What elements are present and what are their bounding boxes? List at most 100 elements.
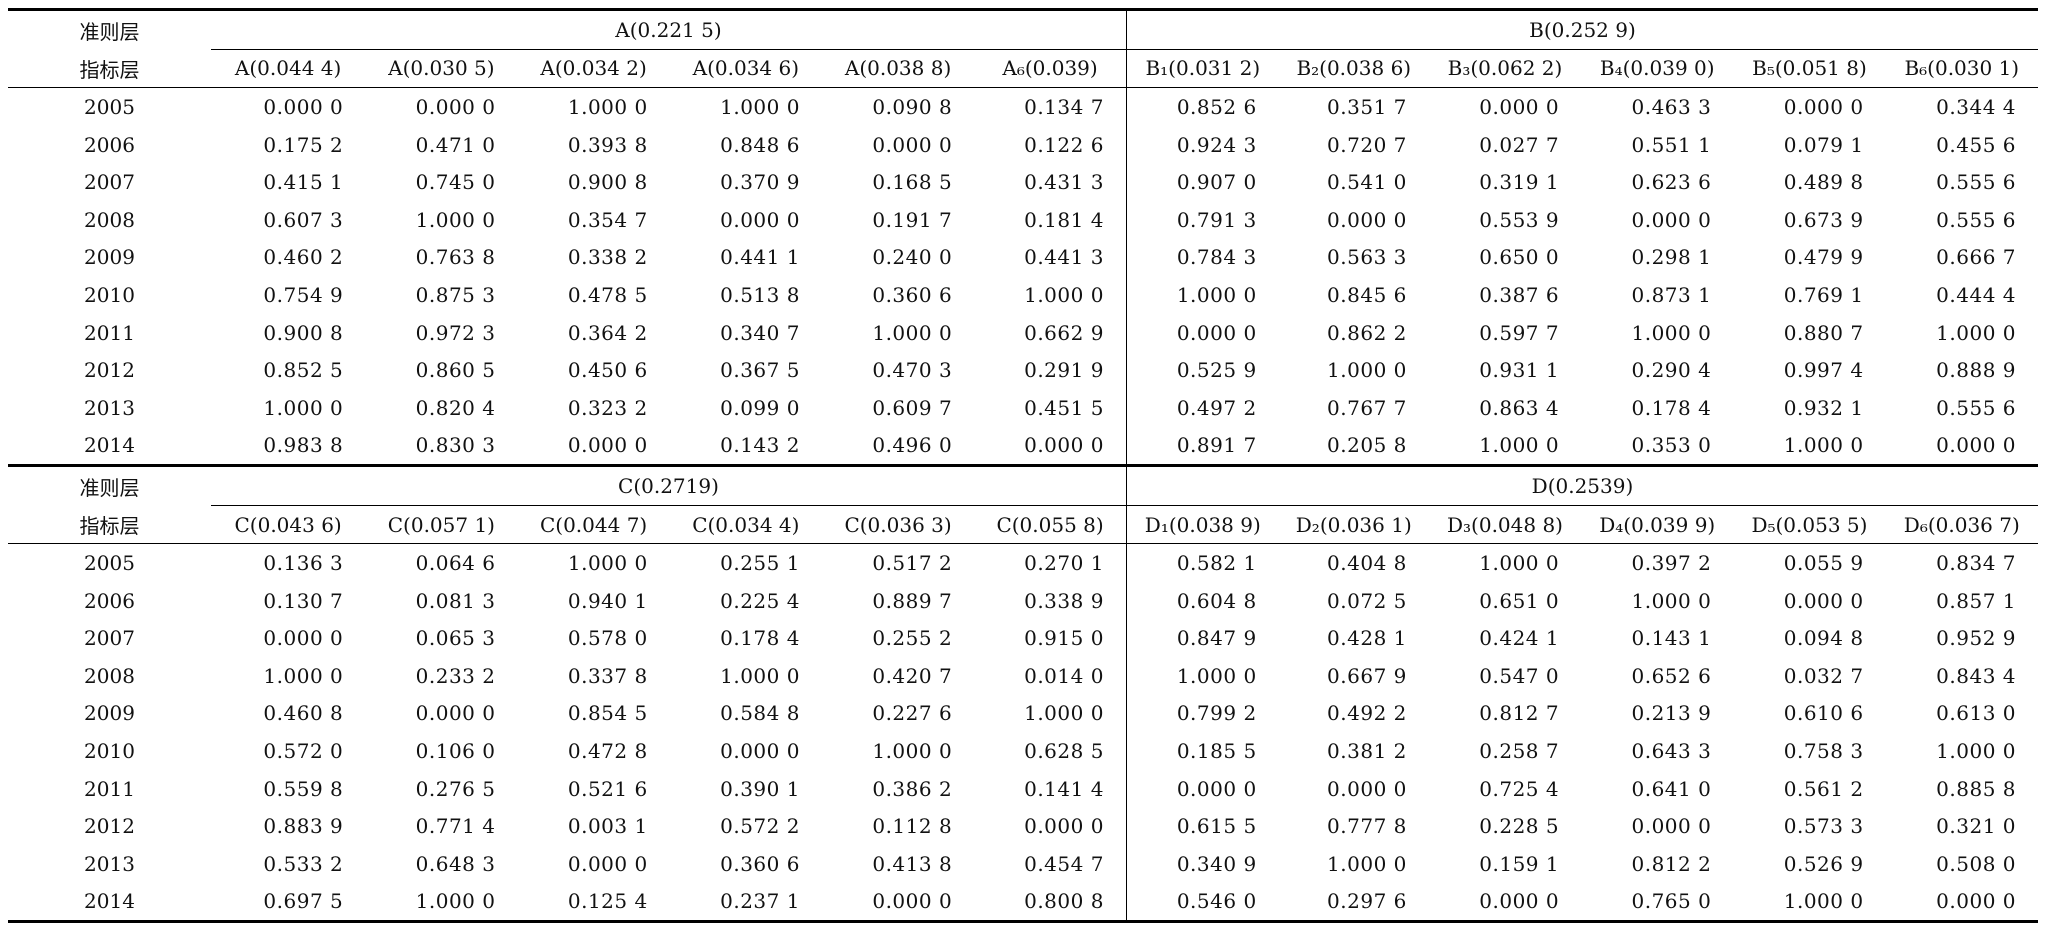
value-cell: 0.323 2	[567, 395, 648, 420]
indicator-header-cell: A₆(0.039)	[974, 49, 1127, 89]
value-cell: 0.122 6	[974, 125, 1127, 164]
year-cell: 2005	[84, 551, 135, 576]
value-cell: 0.607 3	[263, 207, 344, 232]
value-cell: 0.079 1	[1783, 132, 1864, 157]
indicator-header-cell: B₆(0.030 1)	[1885, 49, 2038, 89]
value-cell: 0.367 5	[720, 358, 800, 383]
value-cell: 1.000 0	[1936, 320, 2016, 345]
indicator-header-cell: A(0.030 5)	[365, 49, 518, 89]
value-cell: 0.450 6	[567, 358, 648, 383]
value-cell: 0.643 3	[1631, 739, 1712, 764]
value-cell: 1.000 0	[567, 94, 648, 119]
year-cell: 2010	[84, 739, 135, 764]
value-cell: 0.000 0	[1885, 882, 2038, 924]
value-cell: 0.763 8	[415, 245, 496, 270]
indicator-header-cell: C(0.036 3)	[821, 505, 975, 545]
value-cell: 0.628 5	[974, 732, 1127, 770]
indicator-header-cell: B₁(0.031 2)	[1126, 49, 1279, 89]
value-cell: 0.353 0	[1581, 426, 1734, 468]
value-cell: 0.185 5	[1176, 739, 1257, 764]
criterion-group-title: B(0.252 9)	[1126, 8, 2038, 50]
value-cell: 0.915 0	[974, 619, 1127, 658]
value-cell: 0.848 6	[720, 132, 800, 157]
table-row: 2006 0.175 2 0.471 0 0.393 8 0.848 6 0.000 0 0…	[8, 125, 2038, 164]
value-cell: 0.521 6	[567, 776, 648, 801]
indicator-row: 指标层 A(0.044 4) A(0.030 5) A(0.034 2) A(0.034…	[8, 49, 2038, 89]
value-cell: 0.360 6	[720, 851, 800, 876]
value-cell: 0.641 0	[1631, 776, 1712, 801]
year-cell: 2006	[84, 132, 135, 157]
value-cell: 0.441 1	[720, 245, 800, 270]
value-cell: 0.228 5	[1479, 814, 1560, 839]
value-cell: 0.578 0	[567, 626, 648, 651]
value-cell: 0.648 3	[415, 851, 496, 876]
value-cell: 0.547 0	[1479, 663, 1560, 688]
value-cell: 0.931 1	[1479, 358, 1560, 383]
value-cell: 0.072 5	[1327, 588, 1407, 613]
value-cell: 0.370 9	[720, 170, 800, 195]
value-cell: 0.351 7	[1327, 94, 1407, 119]
indicator-header-cell: A(0.038 8)	[821, 49, 975, 89]
indicator-header-cell: D₁(0.038 9)	[1126, 505, 1279, 545]
indicator-header-cell: C(0.055 8)	[974, 505, 1127, 545]
value-cell: 0.000 0	[1783, 94, 1864, 119]
value-cell: 0.541 0	[1327, 170, 1407, 195]
value-cell: 0.000 0	[1327, 207, 1407, 232]
value-cell: 0.847 9	[1176, 626, 1257, 651]
value-cell: 0.065 3	[415, 626, 496, 651]
value-cell: 0.553 9	[1479, 207, 1560, 232]
year-cell: 2014	[8, 882, 211, 924]
value-cell: 0.471 0	[415, 132, 496, 157]
year-cell: 2011	[84, 320, 135, 345]
value-cell: 0.094 8	[1783, 626, 1864, 651]
table-row: 2007 0.415 1 0.745 0 0.900 8 0.370 9 0.168 5 0…	[8, 163, 2038, 201]
indicator-layer-label: 指标层	[8, 49, 211, 89]
table-row: 2005 0.000 0 0.000 0 1.000 0 1.000 0 0.090 8 0…	[8, 87, 2038, 126]
indicator-layer-label: 指标层	[8, 505, 211, 545]
value-cell: 0.000 0	[1428, 882, 1582, 924]
table-row: 2012 0.883 9 0.771 4 0.003 1 0.572 2 0.112 8 0…	[8, 807, 2038, 846]
value-cell: 0.258 7	[1479, 739, 1560, 764]
value-cell: 0.769 1	[1783, 282, 1864, 307]
value-cell: 0.181 4	[974, 200, 1127, 239]
value-cell: 0.298 1	[1631, 245, 1712, 270]
value-cell: 0.615 5	[1176, 814, 1257, 839]
year-cell: 2011	[84, 776, 135, 801]
value-cell: 0.460 8	[263, 701, 344, 726]
criterion-row: 准则层 A(0.221 5) B(0.252 9)	[8, 8, 2038, 50]
value-cell: 0.623 6	[1631, 170, 1712, 195]
value-cell: 0.191 7	[872, 207, 953, 232]
value-cell: 0.130 7	[263, 588, 344, 613]
value-cell: 1.000 0	[720, 94, 800, 119]
table-row: 2009 0.460 8 0.000 0 0.854 5 0.584 8 0.227 6 1…	[8, 694, 2038, 733]
value-cell: 0.771 4	[415, 814, 496, 839]
value-cell: 0.415 1	[263, 170, 344, 195]
value-cell: 0.667 9	[1327, 663, 1407, 688]
year-cell: 2007	[84, 170, 135, 195]
indicator-header-cell: D₅(0.053 5)	[1733, 505, 1886, 545]
value-cell: 0.845 6	[1327, 282, 1407, 307]
table-row: 2010 0.572 0 0.106 0 0.472 8 0.000 0 1.000 0 0…	[8, 732, 2038, 770]
value-cell: 0.003 1	[567, 814, 648, 839]
value-cell: 0.508 0	[1936, 851, 2016, 876]
value-cell: 0.555 6	[1936, 207, 2016, 232]
value-cell: 0.777 8	[1327, 814, 1407, 839]
value-cell: 1.000 0	[415, 207, 496, 232]
value-cell: 0.767 7	[1327, 395, 1407, 420]
value-cell: 0.460 2	[263, 245, 344, 270]
value-cell: 0.000 0	[263, 626, 344, 651]
value-cell: 0.891 7	[1126, 426, 1279, 468]
value-cell: 0.983 8	[210, 426, 366, 468]
value-cell: 0.492 2	[1327, 701, 1407, 726]
value-cell: 0.444 4	[1936, 282, 2016, 307]
year-cell: 2009	[84, 701, 135, 726]
value-cell: 0.136 3	[263, 551, 344, 576]
value-cell: 0.597 7	[1479, 320, 1560, 345]
value-cell: 1.000 0	[1327, 358, 1407, 383]
value-cell: 0.340 9	[1176, 851, 1257, 876]
value-cell: 0.393 8	[567, 132, 648, 157]
value-cell: 0.134 7	[974, 87, 1127, 126]
value-cell: 0.875 3	[415, 282, 496, 307]
value-cell: 0.178 4	[720, 626, 800, 651]
value-cell: 0.883 9	[263, 814, 344, 839]
